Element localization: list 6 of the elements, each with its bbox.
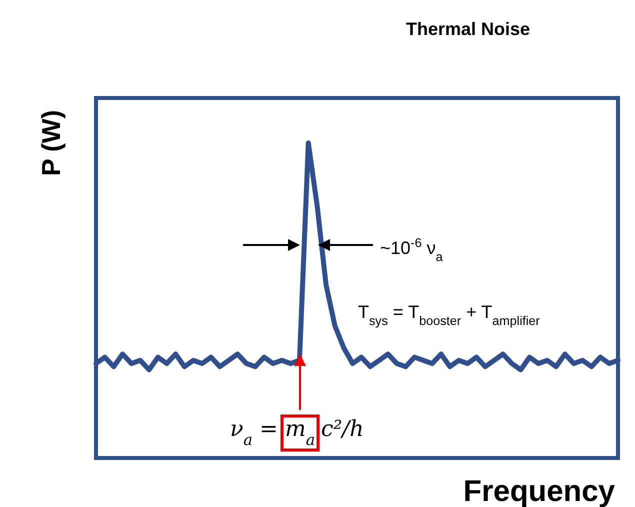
y-axis-title: P (W) bbox=[36, 110, 66, 176]
annotation: ν$_{a}$ = m$_{a}$c²/h bbox=[230, 417, 364, 449]
annotation: T$_{sys}$ = T$_{booster}$ + T$_{amplifier}$ bbox=[358, 302, 540, 328]
x-axis-title: Frequency bbox=[463, 475, 616, 507]
chart-title: Thermal Noise bbox=[406, 19, 530, 39]
annotation: ~10$^{-6}$ ν$_{a}$ bbox=[380, 236, 443, 264]
